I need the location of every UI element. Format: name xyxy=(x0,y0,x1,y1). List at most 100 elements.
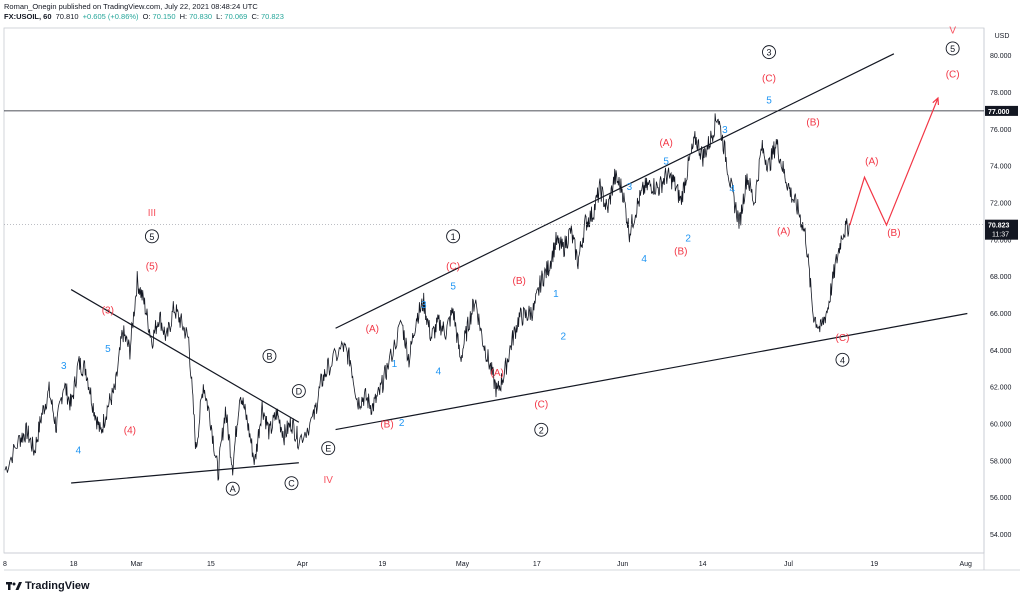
wave-label: 3 xyxy=(766,48,771,58)
wave-label: (B) xyxy=(806,118,819,129)
wave-label: E xyxy=(325,444,331,454)
y-tick-label: 72.000 xyxy=(990,201,1012,208)
wave-label: (B) xyxy=(513,276,526,287)
wave-label: 2 xyxy=(685,234,691,245)
wave-label: 4 xyxy=(729,184,735,195)
x-tick-label: 18 xyxy=(70,561,78,568)
wave-label: 4 xyxy=(436,366,442,377)
wave-label: (A) xyxy=(491,368,504,379)
wave-label: A xyxy=(230,484,236,494)
current-price-tag xyxy=(985,219,1018,240)
wave-label: 5 xyxy=(766,96,772,107)
trendline xyxy=(335,312,968,431)
y-tick-label: 66.000 xyxy=(990,311,1012,318)
x-tick-label: 19 xyxy=(379,561,387,568)
wave-label: D xyxy=(296,387,303,397)
wave-label: 3 xyxy=(421,300,427,311)
wave-label-circle xyxy=(534,422,549,437)
high-label: H: xyxy=(179,12,188,21)
y-tick-label: 64.000 xyxy=(990,348,1012,355)
wave-label: 5 xyxy=(105,344,111,355)
y-tick-label: 54.000 xyxy=(990,532,1012,539)
wave-label: (B) xyxy=(380,420,393,431)
wave-label-circle xyxy=(446,229,461,244)
x-tick-label: Aug xyxy=(959,561,972,568)
current-price-label: 70.823 xyxy=(988,223,1010,230)
last-price: 70.810 xyxy=(55,12,79,21)
wave-label: (B) xyxy=(674,247,687,258)
currency-label: USD xyxy=(995,33,1010,40)
y-tick-label: 60.000 xyxy=(990,422,1012,429)
wave-label: 3 xyxy=(627,182,633,193)
low-value: 70.069 xyxy=(224,12,248,21)
wave-label: (B) xyxy=(887,228,900,239)
y-tick-label: 74.000 xyxy=(990,164,1012,171)
y-tick-label: 62.000 xyxy=(990,385,1012,392)
wave-label: C xyxy=(288,479,295,489)
wave-label: 4 xyxy=(840,355,845,365)
chart-header: Roman_Onegin published on TradingView.co… xyxy=(4,2,286,22)
y-tick-label: 70.000 xyxy=(990,237,1012,244)
tradingview-logo: TradingView xyxy=(6,580,90,592)
wave-label: (A) xyxy=(366,324,379,335)
x-tick-label: 14 xyxy=(699,561,707,568)
x-tick-label: 19 xyxy=(870,561,878,568)
wave-label: (C) xyxy=(836,333,850,344)
wave-label: (3) xyxy=(102,306,114,317)
trendline xyxy=(71,462,299,484)
x-tick-label: Mar xyxy=(130,561,143,568)
wave-label: 1 xyxy=(392,359,398,370)
symbol-label: FX:USOIL, 60 xyxy=(4,12,52,21)
open-value: 70.150 xyxy=(152,12,176,21)
wave-label: IV xyxy=(324,475,334,486)
wave-label: 5 xyxy=(450,282,456,293)
current-price-time: 11:37 xyxy=(992,232,1009,239)
wave-label: 4 xyxy=(76,446,82,457)
projection-arrowhead xyxy=(932,96,940,106)
wave-label: (C) xyxy=(946,70,960,81)
wave-label-circle xyxy=(225,481,240,496)
wave-label: (A) xyxy=(777,226,790,237)
low-label: L: xyxy=(216,12,223,21)
wave-label: 5 xyxy=(663,156,669,167)
wave-label: III xyxy=(148,208,156,219)
wave-label: 4 xyxy=(641,254,647,265)
close-value: 70.823 xyxy=(260,12,284,21)
price-series xyxy=(4,113,851,481)
tradingview-logo-icon xyxy=(6,582,22,590)
wave-label: 5 xyxy=(950,44,955,54)
wave-label: 2 xyxy=(561,331,567,342)
x-tick-label: 17 xyxy=(533,561,541,568)
wave-label-circle xyxy=(144,229,159,244)
y-tick-label: 76.000 xyxy=(990,127,1012,134)
wave-label: 2 xyxy=(539,425,544,435)
wave-label: (5) xyxy=(146,261,158,272)
wave-label: 3 xyxy=(61,361,67,372)
wave-label: B xyxy=(266,352,272,362)
wave-label: (C) xyxy=(762,73,776,84)
close-label: C: xyxy=(251,12,259,21)
wave-label: 3 xyxy=(722,125,728,136)
trendline xyxy=(70,289,300,423)
y-tick-label: 58.000 xyxy=(990,458,1012,465)
wave-label-circle xyxy=(945,41,960,56)
wave-label: (C) xyxy=(446,261,460,272)
wave-label: 2 xyxy=(399,418,405,429)
wave-label: 1 xyxy=(553,289,559,300)
wave-label-circle xyxy=(262,349,277,364)
wave-label: (4) xyxy=(124,425,136,436)
wave-label: (A) xyxy=(865,156,878,167)
x-tick-label: 15 xyxy=(207,561,215,568)
wave-label: 5 xyxy=(149,232,154,242)
resistance-price-tag xyxy=(985,105,1018,116)
y-tick-label: 78.000 xyxy=(990,90,1012,97)
wave-label-circle xyxy=(291,384,306,399)
y-tick-label: 56.000 xyxy=(990,495,1012,502)
open-label: O: xyxy=(142,12,151,21)
wave-label: (C) xyxy=(534,399,548,410)
x-tick-label: May xyxy=(456,561,470,568)
high-value: 70.830 xyxy=(189,12,213,21)
trendline xyxy=(335,53,895,329)
brand-name: TradingView xyxy=(25,580,90,592)
